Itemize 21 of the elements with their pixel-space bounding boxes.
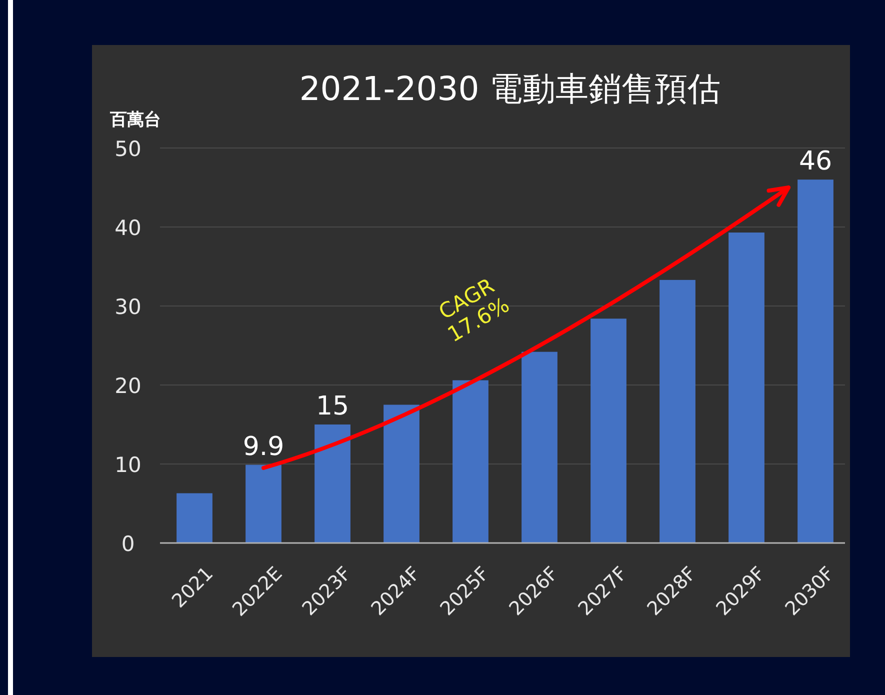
bar [176, 493, 212, 543]
y-tick-label: 10 [114, 453, 142, 477]
y-tick-label: 40 [114, 216, 142, 240]
bar [384, 404, 420, 543]
y-tick-label: 0 [121, 532, 135, 556]
bar [314, 424, 350, 543]
chart-title: 2021-2030 電動車銷售預估 [299, 69, 721, 108]
y-tick-label: 20 [114, 374, 142, 398]
bar [246, 464, 282, 543]
bar [590, 318, 626, 543]
y-tick-label: 50 [114, 137, 142, 161]
data-label: 46 [798, 146, 832, 177]
bar [522, 352, 558, 543]
y-axis-title: 百萬台 [109, 110, 161, 130]
bar [452, 380, 488, 543]
y-tick-label: 30 [114, 295, 142, 319]
bar [728, 232, 764, 543]
data-label: 15 [316, 392, 350, 422]
bar [660, 280, 696, 543]
data-label: 9.9 [242, 432, 284, 462]
bar [798, 180, 834, 543]
